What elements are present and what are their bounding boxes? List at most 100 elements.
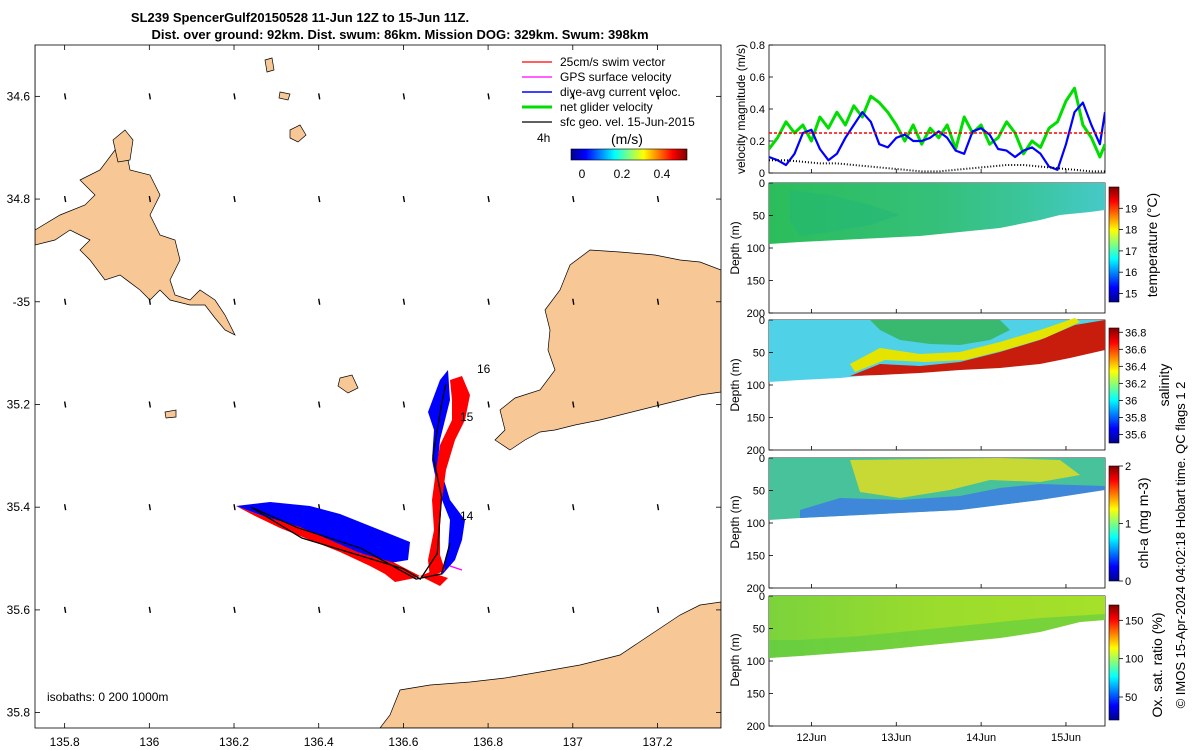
- time-xtick-label-0: 12Jun: [796, 732, 826, 744]
- chla-cbtick-label-0: 0: [1125, 576, 1131, 588]
- chla-colorbar-ticks: 0 1 2: [1119, 461, 1131, 588]
- geo-vector-33: [487, 401, 490, 408]
- chla-bloom: [850, 458, 1080, 498]
- chla-panel: 0 50 100 150 200 Depth (m) 0 1 2 chl-a (mg m-3…: [728, 453, 1151, 595]
- legend-label-current: diye-avg current veloc.: [560, 85, 681, 99]
- geo-vector-4: [63, 504, 67, 511]
- day-label-14: 14: [460, 509, 474, 523]
- geo-vector-45: [656, 401, 660, 408]
- geo-vector-34: [487, 504, 490, 511]
- map-ytick-label-6: 35.8: [7, 706, 31, 720]
- map-xtick-label-6: 137: [563, 735, 583, 749]
- temperature-cbtick-label-4: 19: [1125, 203, 1137, 215]
- time-xtick-label-2: 14Jun: [966, 732, 996, 744]
- map-xtick-label-7: 137.2: [642, 735, 672, 749]
- temperature-ytick-label-4: 200: [747, 308, 765, 320]
- geo-vector-37: [572, 195, 575, 203]
- velocity-ytick-label-1: 0.2: [750, 136, 765, 148]
- salinity-ytick-label-3: 150: [747, 413, 765, 425]
- land-island-5: [164, 409, 177, 419]
- land-eastern-coast: [494, 249, 721, 451]
- temperature-cbtick-label-2: 17: [1125, 246, 1137, 258]
- geo-vector-2: [63, 298, 67, 305]
- oxygen-cbtick-label-0: 50: [1125, 692, 1137, 704]
- geo-vector-43: [656, 195, 660, 203]
- velocity-ytick-label-0: 0: [759, 168, 765, 180]
- salinity-ytick-label-4: 200: [747, 445, 765, 457]
- oxygen-y-ticks: 0 50 100 150 200: [747, 591, 773, 733]
- swim-shading-north: [428, 376, 470, 578]
- land-island-3: [264, 57, 275, 73]
- legend-note-4h: 4h: [537, 131, 550, 145]
- figure-title-line1: SL239 SpencerGulf20150528 11-Jun 12Z to …: [130, 10, 470, 25]
- legend-label-net: net glider velocity: [560, 100, 653, 114]
- oxygen-lower-band: [769, 614, 1105, 658]
- land-island-2: [337, 374, 359, 394]
- chla-low-layer: [800, 484, 1105, 518]
- land-kangaroo-island-north: [112, 129, 134, 163]
- temperature-colorbar: [1108, 186, 1120, 303]
- oxygen-colorbar-label: Ox. sat. ratio (%): [1149, 612, 1165, 717]
- salinity-colorbar-ticks: 35.6 35.8 36 36.2 36.4 36.6 36.8: [1119, 327, 1146, 441]
- map-xtick-label-2: 136.2: [219, 735, 249, 749]
- temperature-cbtick-label-3: 18: [1125, 225, 1137, 237]
- temperature-ytick-label-0: 0: [759, 178, 765, 190]
- geo-vector-28: [402, 504, 406, 511]
- chla-ylabel: Depth (m): [728, 495, 742, 548]
- legend-entry-gps: GPS surface velocity: [522, 70, 671, 84]
- geo-vector-10: [148, 504, 152, 511]
- geo-vector-6: [148, 93, 152, 100]
- temperature-y-ticks: 0 50 100 150 200: [747, 178, 773, 320]
- legend-entry-net: net glider velocity: [522, 100, 653, 114]
- salinity-y-ticks: 0 50 100 150 200: [747, 315, 773, 457]
- geo-vector-31: [487, 195, 490, 203]
- temperature-ytick-label-2: 100: [747, 243, 765, 255]
- salinity-ytick-label-1: 50: [753, 348, 765, 360]
- legend-entry-current: diye-avg current veloc.: [522, 85, 681, 99]
- oxygen-cbtick-label-2: 150: [1125, 615, 1143, 627]
- day-label-15: 15: [460, 410, 474, 424]
- map-ytick-label-4: 35.4: [7, 500, 31, 514]
- salinity-panel: 0 50 100 150 200 Depth (m) 35.6 35.8 36 36.2 36.…: [728, 315, 1172, 457]
- geo-vector-8: [148, 298, 152, 305]
- map-ytick-label-3: 35.2: [7, 397, 31, 411]
- geo-vector-40: [572, 504, 575, 511]
- oxygen-ytick-label-0: 0: [759, 591, 765, 603]
- geo-vector-11: [148, 606, 152, 614]
- geo-vector-21: [318, 401, 321, 408]
- land-yorke-peninsula: [35, 45, 236, 336]
- temperature-colorbar-ticks: 15 16 17 18 19: [1119, 203, 1137, 300]
- salinity-colorbar-label: salinity: [1156, 364, 1172, 407]
- credit-footer: © IMOS 15-Apr-2024 04:02:18 Hobart time.…: [1173, 382, 1188, 709]
- salinity-ylabel: Depth (m): [728, 358, 742, 411]
- salinity-front-yellow: [850, 318, 1080, 372]
- geo-vector-44: [656, 298, 660, 305]
- salinity-ytick-label-0: 0: [759, 315, 765, 327]
- velocity-ylabel: velocity magnitude (m/s): [734, 44, 748, 174]
- geo-vector-27: [402, 401, 406, 408]
- geo-vector-46: [656, 504, 660, 511]
- geo-vector-35: [487, 606, 490, 614]
- velocity-series-1: [769, 101, 1105, 171]
- oxygen-ytick-label-2: 100: [747, 656, 765, 668]
- geo-vector-23: [318, 606, 321, 614]
- geo-vector-3: [63, 401, 67, 408]
- chla-cbtick-label-2: 2: [1125, 461, 1131, 473]
- map-xtick-label-1: 136: [139, 735, 159, 749]
- map-legend: 25cm/s swim vector GPS surface velocity …: [522, 55, 695, 181]
- map-xtick-label-5: 136.8: [473, 735, 503, 749]
- velocity-series: [769, 86, 1105, 173]
- map-ytick-label-5: 35.6: [7, 603, 31, 617]
- legend-entry-swim: 25cm/s swim vector: [522, 55, 665, 69]
- geo-vector-14: [233, 298, 236, 305]
- temperature-ytick-label-1: 50: [753, 211, 765, 223]
- map-ytick-label-2: -35: [13, 295, 31, 309]
- temperature-panel: 0 50 100 150 200 Depth (m) 15 16 17 18 19 temper…: [728, 178, 1160, 320]
- salinity-cbtick-label-5: 36.6: [1125, 344, 1146, 356]
- legend-label-gps: GPS surface velocity: [560, 70, 671, 84]
- chla-colorbar-label: chl-a (mg m-3): [1135, 477, 1151, 568]
- salinity-colorbar: [1108, 327, 1120, 444]
- salinity-cbtick-label-2: 36: [1125, 395, 1137, 407]
- geo-vector-47: [656, 606, 660, 614]
